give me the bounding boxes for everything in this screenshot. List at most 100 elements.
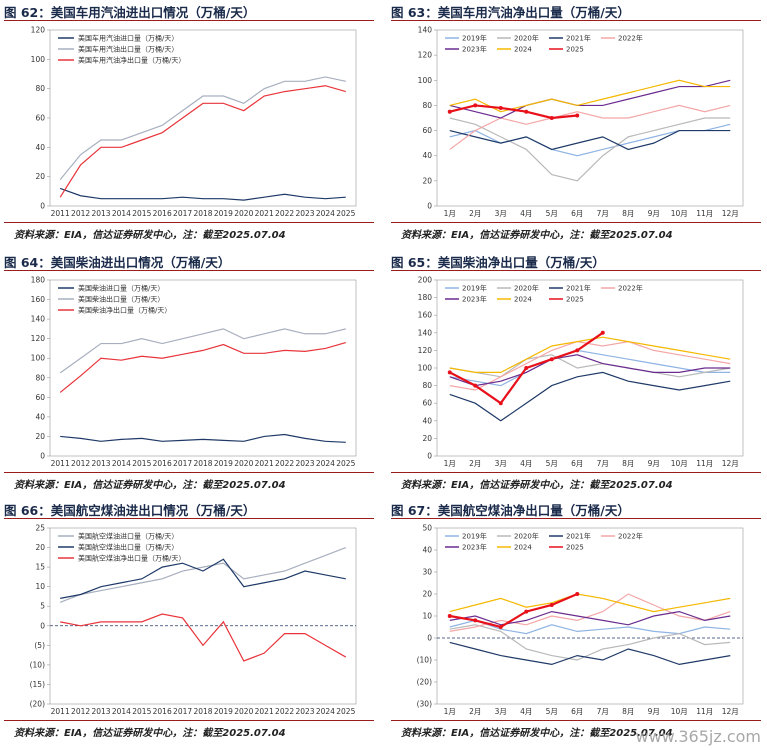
x-tick-label: 7月 bbox=[597, 707, 609, 716]
series-point bbox=[549, 116, 554, 120]
chart-panel-63: 图 63：美国车用汽油净出口量（万桶/天） 0 20 40 60 80 100 120 140… bbox=[387, 0, 767, 247]
x-tick-label: 6月 bbox=[571, 209, 583, 218]
series-point bbox=[447, 614, 452, 618]
series-line bbox=[449, 354, 731, 387]
x-tick-label: 2017 bbox=[173, 209, 192, 218]
legend-label: 美国车用汽油出口量（万桶/天） bbox=[78, 45, 178, 54]
chart-svg: 0 20 40 60 80 100 120 140 160 180 200 1月 2月 3月 4月 5月 6月 7… bbox=[418, 276, 744, 468]
plot-frame bbox=[436, 279, 744, 457]
series-point bbox=[447, 109, 452, 114]
series-line bbox=[60, 433, 346, 443]
series-point bbox=[600, 330, 605, 335]
x-tick-label: 2012 bbox=[71, 459, 90, 468]
series-line bbox=[449, 593, 731, 613]
x-tick-label: 2012 bbox=[71, 707, 90, 716]
x-tick-label: 2015 bbox=[132, 707, 151, 716]
title-rule bbox=[391, 518, 761, 519]
x-tick-label: 2013 bbox=[91, 707, 110, 716]
legend-label: 2019年 bbox=[462, 34, 487, 43]
x-tick-label: 2023 bbox=[295, 459, 314, 468]
x-tick-label: 12月 bbox=[722, 459, 739, 468]
source-rule bbox=[391, 472, 761, 473]
x-tick-label: 2016 bbox=[153, 459, 172, 468]
y-tick-label: 20 bbox=[35, 172, 45, 181]
title-rule bbox=[4, 518, 374, 519]
y-tick-label: 80 bbox=[422, 101, 432, 110]
x-tick-label: 2013 bbox=[91, 459, 110, 468]
legend-label: 2020年 bbox=[514, 532, 539, 541]
legend-label: 2023年 bbox=[462, 543, 487, 552]
series-line bbox=[59, 328, 346, 374]
x-tick-label: 2016 bbox=[153, 707, 172, 716]
source-note: 资料来源：EIA，信达证券研发中心，注：截至2025.07.04 bbox=[14, 728, 286, 739]
legend-label: 2021年 bbox=[566, 34, 591, 43]
series-line bbox=[449, 117, 731, 182]
series-line bbox=[449, 129, 731, 151]
x-tick-label: 2022 bbox=[275, 707, 294, 716]
x-tick-label: 2021 bbox=[255, 707, 274, 716]
source-note: 资料来源：EIA，信达证券研发中心，注：截至2025.07.04 bbox=[401, 728, 673, 739]
y-tick-label: 0 bbox=[427, 634, 432, 643]
y-tick-label: 100 bbox=[31, 55, 46, 64]
y-tick-label: 5 bbox=[40, 602, 45, 611]
y-tick-label: 40 bbox=[422, 416, 432, 425]
y-tick-label: 0 bbox=[40, 452, 45, 461]
watermark: www.365jz.com bbox=[635, 727, 761, 746]
y-tick-label: 40 bbox=[422, 151, 432, 160]
legend-label: 2023年 bbox=[462, 295, 487, 304]
source-rule bbox=[4, 472, 374, 473]
y-tick-label: (10) bbox=[30, 660, 45, 669]
x-tick-label: 2011 bbox=[51, 707, 70, 716]
legend-label: 2020年 bbox=[514, 34, 539, 43]
chart-svg: (30) (20) (10) 0 10 20 30 40 50 1月 2月 3月 4月 5月 6月 7月 8月 9… bbox=[417, 524, 744, 716]
x-tick-label: 1月 bbox=[444, 459, 456, 468]
legend-label: 2021年 bbox=[566, 532, 591, 541]
y-tick-label: 40 bbox=[422, 546, 432, 555]
series-point bbox=[524, 609, 529, 614]
y-tick-label: 15 bbox=[35, 563, 45, 572]
x-tick-label: 2015 bbox=[132, 459, 151, 468]
x-tick-label: 11月 bbox=[696, 459, 713, 468]
y-tick-label: 20 bbox=[35, 432, 45, 441]
y-tick-label: 180 bbox=[31, 276, 46, 285]
y-tick-label: 20 bbox=[422, 176, 432, 185]
series-line bbox=[449, 349, 731, 387]
x-tick-label: 2021 bbox=[255, 459, 274, 468]
y-tick-label: (10) bbox=[417, 656, 432, 665]
series-line bbox=[449, 641, 731, 666]
y-tick-label: 20 bbox=[422, 434, 432, 443]
series-line bbox=[449, 624, 731, 661]
x-tick-label: 2011 bbox=[51, 209, 70, 218]
x-tick-label: 3月 bbox=[495, 209, 507, 218]
legend-label: 2024 bbox=[514, 296, 532, 304]
series-point bbox=[473, 618, 478, 623]
x-tick-label: 2017 bbox=[173, 459, 192, 468]
series-point bbox=[473, 383, 478, 388]
x-tick-label: 9月 bbox=[648, 459, 660, 468]
chart-panel-64: 图 64：美国柴油进出口情况（万桶/天） 0 20 40 60 80 100 120 140 1… bbox=[0, 250, 380, 497]
series-line bbox=[449, 619, 731, 635]
x-tick-label: 2017 bbox=[173, 707, 192, 716]
series-line bbox=[449, 593, 731, 632]
series-line bbox=[449, 104, 578, 120]
series-line bbox=[59, 546, 347, 603]
x-tick-label: 11月 bbox=[696, 209, 713, 218]
series-line bbox=[449, 336, 731, 374]
legend-label: 美国航空煤油净出口量（万桶/天） bbox=[78, 554, 185, 563]
chart-title: 图 66：美国航空煤油进出口情况（万桶/天） bbox=[4, 503, 256, 518]
x-tick-label: 2013 bbox=[91, 209, 110, 218]
x-tick-label: 2023 bbox=[295, 707, 314, 716]
y-tick-label: 100 bbox=[418, 364, 433, 373]
chart-panel-62: 图 62：美国车用汽油进出口情况（万桶/天） 0 20 40 60 80 100 120 20… bbox=[0, 0, 380, 247]
source-rule bbox=[391, 222, 761, 223]
chart-title: 图 62：美国车用汽油进出口情况（万桶/天） bbox=[4, 5, 256, 20]
series-point bbox=[498, 625, 503, 629]
source-rule bbox=[4, 222, 374, 223]
chart-panel-65: 图 65：美国柴油净出口量（万桶/天） 0 20 40 60 80 100 120 140 16… bbox=[387, 250, 767, 497]
plot-frame bbox=[49, 527, 357, 705]
x-tick-label: 2024 bbox=[316, 459, 335, 468]
x-tick-label: 1月 bbox=[444, 209, 456, 218]
x-tick-label: 2019 bbox=[214, 707, 233, 716]
series-line bbox=[449, 610, 731, 626]
